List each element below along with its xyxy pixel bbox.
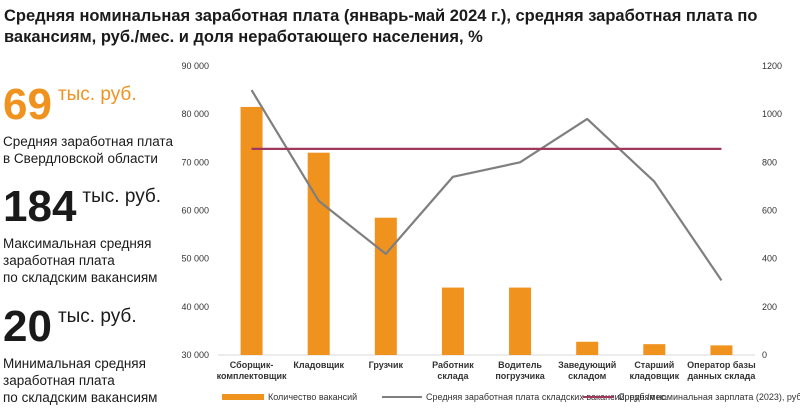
stat-description-line: Минимальная средняя: [3, 356, 146, 371]
x-axis-tick-label: Работник склада: [432, 360, 474, 381]
x-axis-tick-label-line: данных склада: [688, 371, 757, 381]
bar: [307, 152, 330, 355]
stat-description-line: по складским вакансиям: [3, 270, 158, 285]
x-axis-tick-label-line: погрузчика: [495, 371, 545, 381]
x-axis-tick-label: Кладовщик: [293, 360, 344, 370]
x-axis-tick-label-line: Работник: [432, 360, 474, 370]
stat-description-line: Средняя заработная плата: [3, 134, 173, 149]
x-axis-tick-label: Сборщик-комплектовщик: [217, 360, 287, 381]
legend-label: Количество вакансий: [268, 392, 357, 402]
x-axis-tick-label-line: Заведующий: [558, 360, 616, 370]
stat-max-salary: 184 тыс. руб. Максимальная средняя зарабо…: [3, 185, 161, 286]
x-axis-tick-label-line: складом: [568, 371, 606, 381]
stat-unit: тыс. руб.: [57, 84, 137, 105]
x-axis-tick-label-line: Кладовщик: [293, 360, 344, 370]
stat-value: 20: [3, 302, 52, 351]
stat-description-line: по складским вакансиям: [3, 390, 158, 405]
stat-description: Минимальная средняя заработная плата по …: [3, 355, 157, 406]
left-axis-tick-label: 40 000: [181, 302, 209, 312]
stat-description-line: заработная плата: [3, 253, 115, 268]
x-axis-tick-label-line: Грузчик: [369, 360, 404, 370]
stat-description-line: в Свердловской области: [3, 151, 158, 166]
stat-value: 184: [3, 182, 77, 231]
x-axis-tick-label-line: комплектовщик: [217, 371, 287, 381]
bar: [374, 217, 397, 355]
stat-description: Средняя заработная плата в Свердловской …: [3, 133, 173, 167]
x-axis-tick-label: Водитель погрузчика: [495, 360, 545, 381]
bar: [441, 287, 464, 355]
stat-average-salary: 69 тыс. руб. Средняя заработная плата в С…: [3, 83, 173, 167]
bar: [509, 287, 532, 355]
stat-description: Максимальная средняя заработная плата по…: [3, 235, 161, 286]
x-axis-tick-label-line: Старший: [634, 360, 674, 370]
right-axis-tick-label: 0: [762, 350, 767, 360]
left-axis-tick-label: 70 000: [181, 157, 209, 167]
legend-swatch-bar: [222, 394, 264, 400]
x-axis-tick-label: Старший кладовщик: [629, 360, 679, 381]
series-line-avg-vacancy-salary: [250, 89, 723, 281]
x-axis-tick-label-line: склада: [437, 371, 469, 381]
right-axis-tick-label: 600: [762, 206, 777, 216]
right-axis-tick-label: 1200: [762, 61, 782, 71]
x-axis-tick-label-line: Сборщик-: [230, 360, 274, 370]
left-axis-tick-label: 90 000: [181, 61, 209, 71]
stat-description-line: заработная плата: [3, 373, 115, 388]
right-axis-tick-label: 400: [762, 254, 777, 264]
x-axis-tick-label: Грузчик: [369, 360, 404, 370]
right-axis-tick-label: 1000: [762, 109, 782, 119]
stat-min-salary: 20 тыс. руб. Минимальная средняя заработн…: [3, 305, 157, 406]
bar: [240, 106, 263, 355]
x-axis-tick-label-line: кладовщик: [629, 371, 679, 381]
stat-value: 69: [3, 80, 52, 129]
left-axis-tick-label: 30 000: [181, 350, 209, 360]
stat-unit: тыс. руб.: [82, 186, 162, 207]
x-axis-tick-label: Заведующий складом: [558, 360, 616, 381]
chart-title: Средняя номинальная заработная плата (ян…: [4, 7, 758, 46]
bar: [643, 344, 666, 355]
bar: [710, 345, 733, 355]
x-axis-tick-label: Оператор базы данных склада: [687, 360, 756, 381]
bar: [576, 341, 599, 355]
x-axis-tick-label-line: Оператор базы: [687, 360, 756, 370]
left-axis-tick-label: 60 000: [181, 206, 209, 216]
left-axis-tick-label: 80 000: [181, 109, 209, 119]
right-axis-tick-label: 800: [762, 157, 777, 167]
right-axis-tick-label: 200: [762, 302, 777, 312]
left-axis-tick-label: 50 000: [181, 254, 209, 264]
stat-unit: тыс. руб.: [57, 306, 137, 327]
legend-label: Средняя заработная плата складских вакан…: [426, 392, 668, 402]
stat-description-line: Максимальная средняя: [3, 236, 152, 251]
legend-label: Средняя номинальная зарплата (2023), руб…: [618, 392, 800, 402]
x-axis-tick-label-line: Водитель: [498, 360, 542, 370]
